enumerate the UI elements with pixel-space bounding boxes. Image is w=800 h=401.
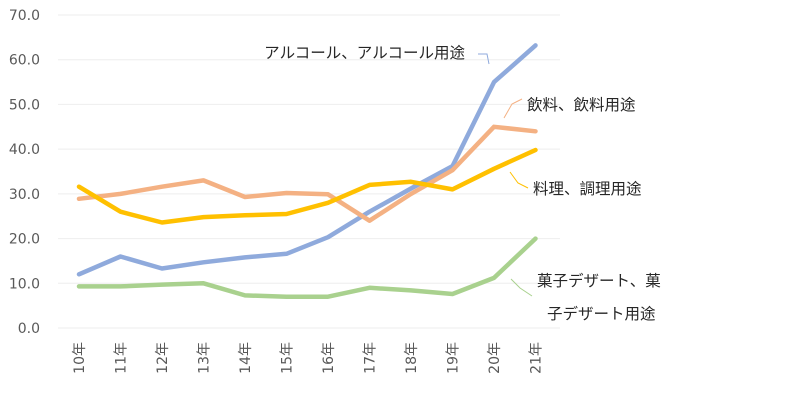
x-tick-label: 17年 <box>363 342 379 374</box>
y-axis-tick-labels: 0.0 10.0 20.0 30.0 40.0 50.0 60.0 70.0 <box>9 8 40 337</box>
series-line-cooking <box>76 147 538 225</box>
leader-line-cooking <box>509 171 529 189</box>
x-tick-label: 21年 <box>529 342 545 374</box>
series-label-confectionery-line2: 子デザート用途 <box>547 304 656 323</box>
x-tick-label: 18年 <box>404 342 420 374</box>
y-tick-label: 0.0 <box>18 321 40 337</box>
series-line-confectionery <box>76 236 538 299</box>
x-tick-label: 11年 <box>114 342 130 374</box>
series-labels: アルコール、アルコール用途 飲料、飲料用途 料理、調理用途 菓子デザート、菓 子… <box>264 44 661 323</box>
y-tick-label: 30.0 <box>9 187 40 203</box>
y-tick-label: 60.0 <box>9 53 40 69</box>
x-tick-label: 13年 <box>197 342 213 374</box>
x-tick-label: 10年 <box>72 342 88 374</box>
y-tick-label: 70.0 <box>9 8 40 24</box>
y-tick-label: 10.0 <box>9 276 40 292</box>
series-line-beverage <box>76 124 538 223</box>
x-tick-label: 20年 <box>487 342 503 374</box>
x-tick-label: 12年 <box>155 342 171 374</box>
series-label-cooking: 料理、調理用途 <box>533 180 642 198</box>
series-label-alcohol: アルコール、アルコール用途 <box>264 44 465 62</box>
x-tick-label: 15年 <box>280 342 296 374</box>
x-tick-label: 14年 <box>238 342 254 374</box>
y-tick-label: 40.0 <box>9 142 40 158</box>
leader-line-beverage <box>503 98 523 119</box>
series-line-alcohol <box>76 43 538 277</box>
series-lines <box>76 43 538 299</box>
leader-line-alcohol <box>478 53 490 65</box>
y-tick-label: 20.0 <box>9 232 40 248</box>
x-axis-tick-labels: 10年 11年 12年 13年 14年 15年 16年 17年 18年 19年 20年 21年 <box>72 342 545 374</box>
series-label-confectionery-line1: 菓子デザート、菓 <box>537 271 661 290</box>
leader-line-confectionery <box>510 278 533 297</box>
x-tick-label: 16年 <box>321 342 337 374</box>
x-tick-label: 19年 <box>446 342 462 374</box>
series-label-beverage: 飲料、飲料用途 <box>527 96 636 114</box>
y-tick-label: 50.0 <box>9 97 40 113</box>
label-leader-lines <box>478 53 533 297</box>
